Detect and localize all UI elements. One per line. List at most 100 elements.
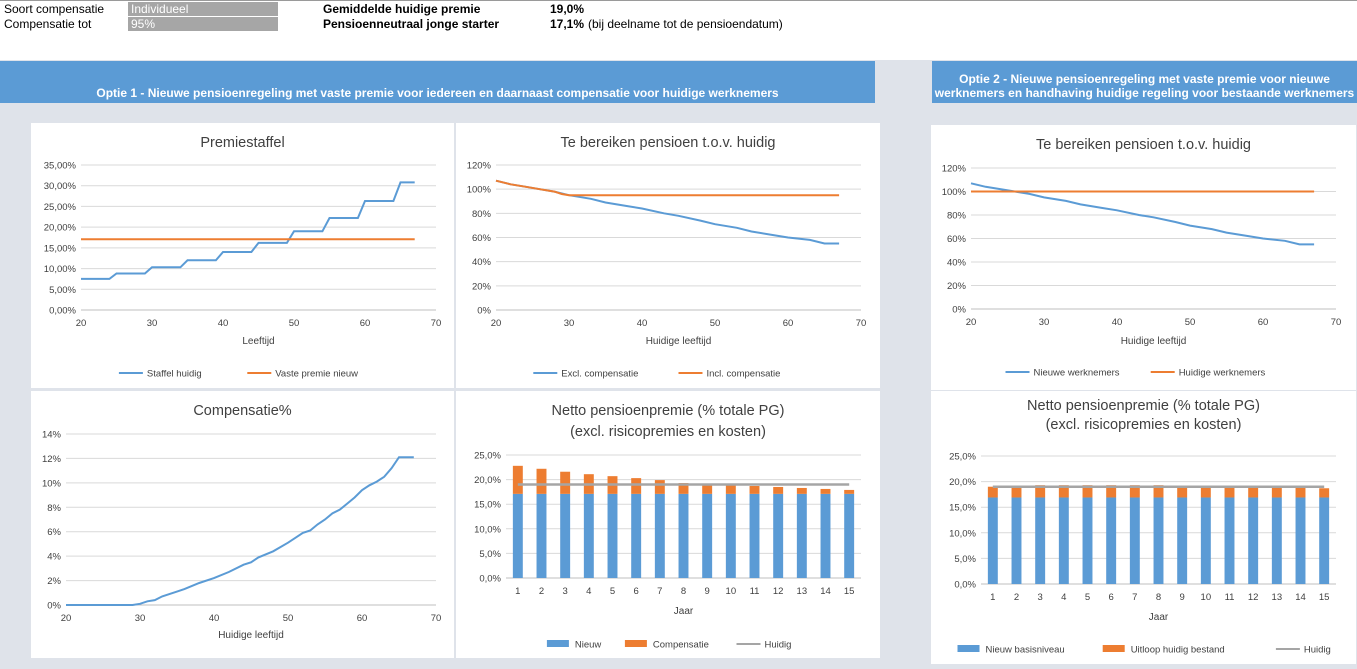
pensioenneutraal-label: Pensioenneutraal jonge starter bbox=[323, 17, 500, 31]
y-tick-label: 6% bbox=[47, 527, 61, 538]
x-tick-label: 2 bbox=[1014, 592, 1019, 603]
bar-segment bbox=[536, 493, 547, 578]
y-tick-label: 15,0% bbox=[474, 500, 501, 511]
soort-compensatie-label: Soort compensatie bbox=[4, 2, 105, 16]
y-tick-label: 0,00% bbox=[49, 306, 76, 317]
x-tick-label: 50 bbox=[710, 318, 721, 329]
y-tick-label: 35,00% bbox=[44, 161, 77, 172]
bar-segment bbox=[1248, 486, 1259, 498]
y-tick-label: 15,00% bbox=[44, 243, 77, 254]
y-tick-label: 60% bbox=[472, 233, 492, 244]
bar-segment bbox=[844, 489, 855, 494]
bar-segment bbox=[1011, 486, 1022, 498]
x-tick-label: 70 bbox=[1331, 317, 1342, 328]
bar-segment bbox=[1129, 497, 1140, 584]
series-line bbox=[495, 179, 840, 197]
y-tick-label: 0% bbox=[47, 601, 61, 612]
y-tick-label: 4% bbox=[47, 552, 61, 563]
x-axis-label: Jaar bbox=[674, 606, 694, 617]
y-tick-label: 100% bbox=[467, 185, 492, 196]
optie2-title-line2: werknemers en handhaving huidige regelin… bbox=[934, 86, 1355, 100]
x-axis-label: Huidige leeftijd bbox=[218, 630, 284, 641]
x-tick-label: 20 bbox=[76, 318, 87, 329]
y-tick-label: 20,0% bbox=[949, 477, 976, 488]
x-tick-label: 30 bbox=[147, 318, 158, 329]
x-tick-label: 15 bbox=[1319, 592, 1330, 603]
y-tick-label: 25,0% bbox=[949, 452, 976, 463]
optie1-title: Optie 1 - Nieuwe pensioenregeling met va… bbox=[96, 86, 779, 100]
x-tick-label: 6 bbox=[1109, 592, 1114, 603]
y-tick-label: 0,0% bbox=[954, 580, 976, 591]
x-tick-label: 50 bbox=[283, 613, 294, 624]
chart-title: Te bereiken pensioen t.o.v. huidig bbox=[1036, 137, 1251, 153]
bar-segment bbox=[1177, 497, 1188, 584]
y-tick-label: 8% bbox=[47, 503, 61, 514]
y-tick-label: 20% bbox=[472, 281, 492, 292]
x-tick-label: 50 bbox=[289, 318, 300, 329]
bar-segment bbox=[678, 483, 689, 494]
bar-segment bbox=[1224, 486, 1235, 498]
y-tick-label: 120% bbox=[942, 164, 967, 175]
legend-label: Vaste premie nieuw bbox=[275, 369, 358, 380]
bar-segment bbox=[1082, 485, 1093, 498]
bar-segment bbox=[725, 493, 736, 578]
legend-label: Incl. compensatie bbox=[707, 369, 781, 380]
y-tick-label: 30,00% bbox=[44, 181, 77, 192]
y-tick-label: 25,0% bbox=[474, 451, 501, 462]
bar-segment bbox=[1200, 486, 1211, 498]
premiestaffel-svg: Premiestaffel 0,00% 5,00% 10,00% 15,00% 20,00… bbox=[44, 135, 442, 380]
x-tick-label: 14 bbox=[1295, 592, 1306, 603]
x-tick-label: 30 bbox=[135, 613, 146, 624]
x-axis-label: Huidige leeftijd bbox=[1121, 336, 1187, 347]
bar-segment bbox=[1058, 497, 1069, 584]
x-tick-label: 9 bbox=[705, 586, 710, 597]
bar-segment bbox=[725, 485, 736, 494]
x-tick-label: 7 bbox=[1132, 592, 1137, 603]
y-tick-label: 0% bbox=[477, 306, 491, 317]
x-tick-label: 2 bbox=[539, 586, 544, 597]
netto1-svg: Netto pensioenpremie (% totale PG) (excl.… bbox=[474, 403, 861, 651]
x-tick-label: 70 bbox=[856, 318, 867, 329]
y-tick-label: 5,0% bbox=[479, 549, 501, 560]
x-tick-label: 11 bbox=[1225, 592, 1235, 603]
x-tick-label: 1 bbox=[515, 586, 520, 597]
bar-segment bbox=[1035, 485, 1046, 498]
x-tick-label: 13 bbox=[797, 586, 808, 597]
y-tick-label: 0,0% bbox=[479, 574, 501, 585]
x-tick-label: 12 bbox=[1248, 592, 1259, 603]
bar-segment bbox=[820, 488, 831, 494]
x-tick-label: 15 bbox=[844, 586, 855, 597]
x-tick-label: 4 bbox=[586, 586, 591, 597]
bereiken2-svg: Te bereiken pensioen t.o.v. huidig 0% 20% 4… bbox=[942, 137, 1342, 379]
x-tick-label: 20 bbox=[491, 318, 502, 329]
x-tick-label: 12 bbox=[773, 586, 784, 597]
y-tick-label: 100% bbox=[942, 187, 967, 198]
bar-segment bbox=[1129, 485, 1140, 498]
bar-segment bbox=[702, 484, 713, 494]
y-tick-label: 14% bbox=[42, 430, 62, 441]
x-tick-label: 13 bbox=[1272, 592, 1283, 603]
legend-label: Compensatie bbox=[653, 640, 709, 651]
y-tick-label: 5,0% bbox=[954, 554, 976, 565]
bereiken2-chart: Te bereiken pensioen t.o.v. huidig 0% 20% 4… bbox=[931, 125, 1356, 390]
y-tick-label: 20% bbox=[947, 281, 967, 292]
compensatie-tot-value[interactable]: 95% bbox=[128, 17, 278, 31]
bar-segment bbox=[607, 493, 618, 578]
bar-segment bbox=[749, 493, 760, 578]
legend-label: Uitloop huidig bestand bbox=[1131, 645, 1225, 656]
x-axis-label: Jaar bbox=[1149, 612, 1169, 623]
bar-segment bbox=[1248, 497, 1259, 584]
bar-segment bbox=[987, 486, 998, 498]
x-tick-label: 3 bbox=[1038, 592, 1043, 603]
soort-compensatie-value[interactable]: Individueel bbox=[128, 2, 278, 16]
x-tick-label: 40 bbox=[1112, 317, 1123, 328]
x-tick-label: 60 bbox=[357, 613, 368, 624]
x-tick-label: 40 bbox=[209, 613, 220, 624]
x-axis-label: Leeftijd bbox=[242, 336, 274, 347]
legend-label: Staffel huidig bbox=[147, 369, 202, 380]
bar-segment bbox=[1224, 497, 1235, 584]
netto1-chart: Netto pensioenpremie (% totale PG) (excl.… bbox=[456, 391, 880, 658]
y-tick-label: 25,00% bbox=[44, 202, 77, 213]
bar-segment bbox=[749, 485, 760, 494]
x-tick-label: 6 bbox=[634, 586, 639, 597]
